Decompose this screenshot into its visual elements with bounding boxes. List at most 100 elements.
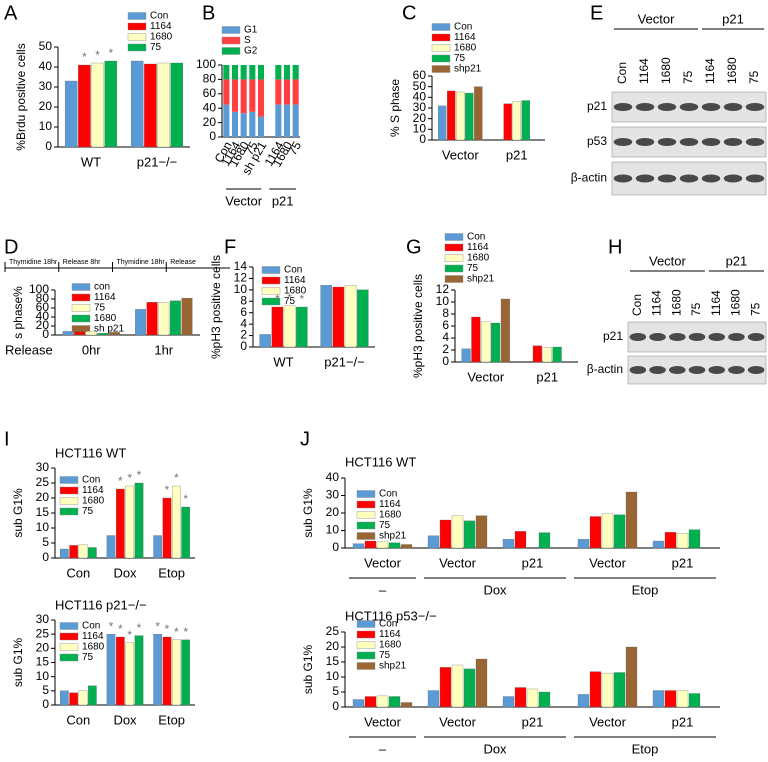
y-tick-label: 40: [413, 90, 427, 104]
bar: [664, 532, 677, 549]
lane-label: 1164: [650, 290, 664, 316]
bar-segment: [292, 79, 299, 105]
bar: [78, 544, 88, 559]
bar: [625, 646, 638, 708]
blot-band: [629, 333, 647, 341]
bar-segment: [283, 104, 291, 137]
legend-swatch: [59, 643, 79, 651]
bar: [439, 667, 452, 708]
significance-star: *: [109, 619, 114, 633]
bar: [69, 545, 78, 559]
bar: [109, 332, 120, 336]
bar: [172, 639, 181, 706]
x-tick-label: Vector: [442, 147, 480, 162]
bar-segment: [275, 79, 282, 105]
bar: [74, 331, 86, 336]
chart-title: HCT116 WT: [55, 445, 126, 460]
x-tick-label: Dox: [113, 712, 137, 727]
legend-swatch: [261, 297, 281, 306]
x-tick-label: p21: [672, 714, 694, 729]
legend-swatch: [356, 620, 376, 628]
legend-label: 75: [94, 303, 106, 314]
legend-label: Con: [150, 11, 168, 22]
y-tick-label: 14: [234, 259, 248, 273]
group-label: p21: [722, 11, 744, 26]
bar: [181, 297, 193, 336]
y-tick-label: 20: [326, 639, 340, 653]
y-tick-label: 10: [326, 523, 340, 537]
blot-band: [745, 103, 765, 111]
bar: [134, 482, 144, 559]
panel-label: B: [202, 2, 215, 24]
group-label: Vector: [225, 193, 263, 208]
y-tick-label: 20: [413, 111, 427, 125]
y-tick-label: 0: [332, 699, 339, 713]
y-tick-label: 15: [36, 655, 50, 669]
x-tick-label: 0hr: [82, 342, 101, 357]
y-tick-label: 10: [234, 282, 248, 296]
y-tick-label: 0: [442, 354, 449, 368]
x-tick-label: 75: [242, 139, 261, 158]
significance-star: *: [183, 492, 188, 506]
blot-band: [635, 174, 655, 183]
legend-label: 1164: [454, 32, 476, 43]
blot-band: [649, 366, 666, 374]
y-axis-label: % S phase: [388, 79, 402, 137]
y-tick-label: 80: [36, 291, 50, 305]
significance-star: *: [118, 474, 123, 488]
legend-label: Con: [379, 489, 397, 500]
panel-label: G: [406, 236, 422, 258]
legend-label: G2: [244, 46, 258, 57]
bar: [503, 103, 512, 141]
bar: [589, 516, 602, 549]
legend-label: 1680: [467, 253, 490, 264]
y-tick-label: 0: [45, 139, 52, 153]
x-tick-label: Etop: [158, 712, 185, 727]
bar-segment: [249, 111, 256, 137]
panel-label: J: [300, 428, 310, 450]
bar-segment: [240, 79, 247, 114]
y-tick-label: 20: [36, 490, 50, 504]
bar-segment: [240, 65, 247, 80]
blot-band: [649, 333, 666, 341]
bar: [271, 306, 284, 348]
y-tick-label: 20: [36, 318, 50, 332]
legend-swatch: [127, 12, 147, 20]
legend-label: 75: [284, 296, 296, 307]
bar: [153, 535, 162, 559]
bar: [130, 60, 144, 148]
significance-star: *: [275, 292, 280, 306]
y-tick-label: 4: [442, 330, 449, 344]
legend-swatch: [59, 632, 79, 641]
bar: [106, 634, 116, 706]
y-tick-label: 0: [42, 550, 49, 564]
y-tick-label: 30: [39, 79, 53, 93]
y-axis-label: sub G1%: [301, 488, 315, 538]
significance-star: *: [118, 622, 123, 636]
blot-band: [747, 333, 765, 341]
x-tick-label: Dox: [113, 565, 137, 580]
legend-swatch: [356, 662, 376, 670]
blot-band: [613, 103, 633, 111]
bar: [352, 543, 365, 549]
legend-label: 75: [467, 263, 479, 274]
bar: [502, 696, 515, 708]
row-label: β-actin: [587, 362, 623, 376]
bar: [157, 62, 170, 148]
bar-segment: [223, 79, 230, 105]
y-tick-label: 25: [326, 624, 340, 638]
bar: [376, 695, 389, 708]
x-tick-label: 75: [285, 139, 304, 158]
bar: [437, 105, 447, 141]
y-tick-label: 40: [203, 100, 217, 114]
lane-label: 75: [748, 302, 762, 316]
x-tick-label: p21: [522, 555, 544, 570]
panel-label: E: [590, 2, 603, 24]
bar-segment: [223, 65, 230, 80]
bar: [514, 531, 527, 549]
bar: [502, 539, 515, 549]
timeline-label: Release 8hr: [63, 259, 101, 266]
bar: [625, 491, 638, 549]
legend-label: Con: [454, 22, 472, 33]
bar-segment: [231, 65, 239, 80]
